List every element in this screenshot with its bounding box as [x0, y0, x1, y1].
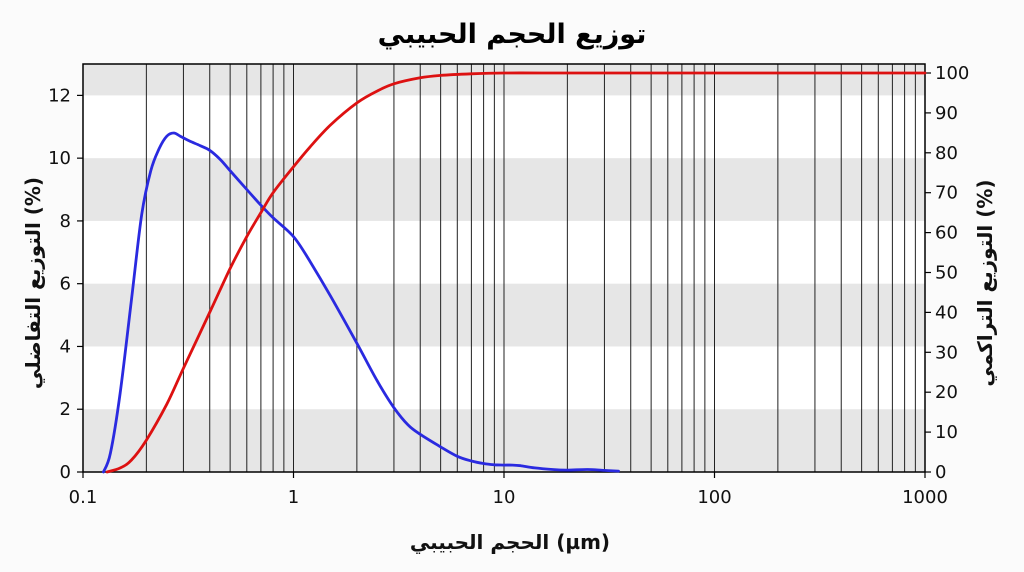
y-left-tick-label: 4 — [60, 336, 71, 357]
cumulative-curve — [105, 71, 927, 474]
y-left-tick-label: 0 — [60, 462, 71, 483]
y-right-tick-label: 90 — [935, 103, 958, 124]
vertical-gridlines — [145, 64, 916, 472]
y-right-tick-label: 50 — [935, 263, 958, 284]
y-right-tick-label: 30 — [935, 342, 958, 363]
x-tick-label: 0.1 — [69, 487, 98, 508]
y-right-tick-label: 80 — [935, 143, 958, 164]
x-tick-label: 10 — [493, 487, 516, 508]
y-left-tick-label: 12 — [48, 85, 71, 106]
x-axis-label: الحجم الحبيبي (µm) — [410, 530, 610, 555]
y-left-tick-label: 10 — [48, 148, 71, 169]
data-curves — [102, 71, 927, 474]
chart-title: توزيع الحجم الحبيبي — [378, 19, 647, 50]
y-left-tick-label: 6 — [60, 274, 71, 295]
y-right-tick-label: 60 — [935, 223, 958, 244]
right-y-axis-ticks: 0 10 20 30 40 50 60 70 80 90 100 — [925, 63, 969, 483]
left-y-axis-label: التوزيع التفاضلي (%) — [21, 177, 46, 389]
left-y-axis-ticks: 0 2 4 6 8 10 12 — [48, 85, 83, 483]
y-left-tick-label: 2 — [60, 399, 71, 420]
y-left-tick-label: 8 — [60, 211, 71, 232]
y-right-tick-label: 70 — [935, 183, 958, 204]
x-axis-ticks: 0.1 1 10 100 1000 — [69, 472, 948, 508]
y-right-tick-label: 20 — [935, 382, 958, 403]
y-right-tick-label: 0 — [935, 462, 946, 483]
x-tick-label: 1 — [288, 487, 299, 508]
x-tick-label: 1000 — [902, 487, 948, 508]
y-right-tick-label: 100 — [935, 63, 969, 84]
y-right-tick-label: 40 — [935, 302, 958, 323]
right-y-axis-label: التوزيع التراكمي (%) — [973, 179, 998, 386]
differential-curve — [102, 131, 620, 474]
x-tick-label: 100 — [697, 487, 731, 508]
y-right-tick-label: 10 — [935, 422, 958, 443]
